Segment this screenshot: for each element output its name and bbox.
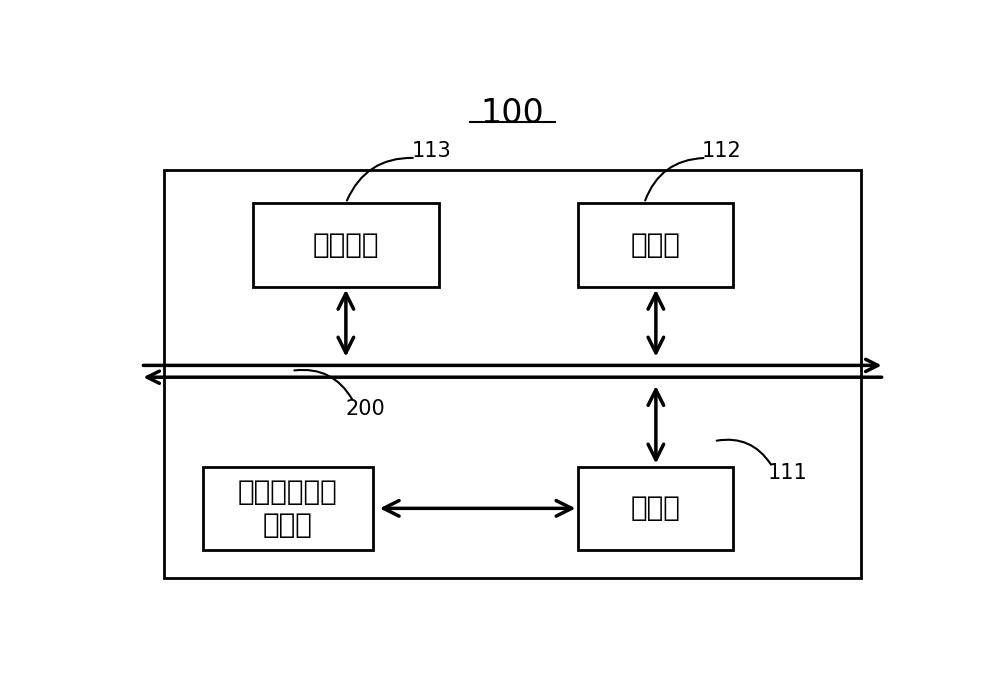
Text: 存储器: 存储器 — [631, 494, 681, 522]
Text: 100: 100 — [481, 97, 544, 130]
Text: 车辆检测率确
定装置: 车辆检测率确 定装置 — [238, 478, 338, 539]
Text: 111: 111 — [768, 463, 808, 484]
Bar — [202, 467, 373, 550]
Bar — [578, 467, 733, 550]
Bar — [253, 203, 439, 287]
Bar — [164, 170, 861, 578]
Text: 200: 200 — [345, 399, 385, 419]
Text: 处理器: 处理器 — [631, 231, 681, 259]
Text: 113: 113 — [411, 141, 451, 161]
Text: 112: 112 — [702, 141, 742, 161]
Bar — [578, 203, 733, 287]
Text: 通信单元: 通信单元 — [313, 231, 379, 259]
